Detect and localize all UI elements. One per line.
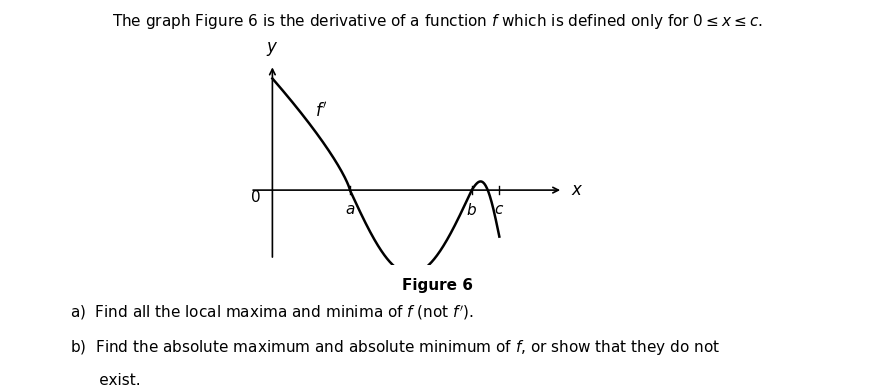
Text: b)  Find the absolute maximum and absolute minimum of $f$, or show that they do : b) Find the absolute maximum and absolut… [70, 338, 720, 357]
Text: $a$: $a$ [344, 202, 355, 217]
Text: $c$: $c$ [495, 202, 504, 217]
Text: Figure 6: Figure 6 [401, 278, 473, 293]
Text: $y$: $y$ [267, 40, 279, 58]
Text: 0: 0 [251, 190, 260, 205]
Text: The graph Figure 6 is the derivative of a function $f$ which is defined only for: The graph Figure 6 is the derivative of … [112, 12, 762, 31]
Text: a)  Find all the local maxima and minima of $f$ (not $f'$).: a) Find all the local maxima and minima … [70, 303, 474, 322]
Text: $x$: $x$ [572, 181, 584, 199]
Text: exist.: exist. [70, 373, 141, 389]
Text: $b$: $b$ [466, 202, 477, 218]
Text: $f'$: $f'$ [315, 102, 327, 121]
